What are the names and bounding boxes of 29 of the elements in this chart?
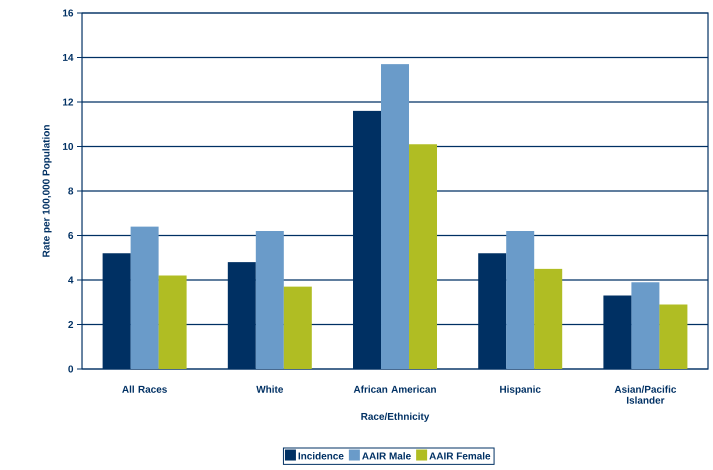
- bar: [158, 276, 187, 369]
- x-tick-label: All Races: [122, 386, 167, 393]
- y-tick-label: 8: [68, 187, 74, 195]
- bar: [256, 231, 284, 369]
- bar: [506, 231, 534, 369]
- y-tick-label: 0: [68, 365, 74, 373]
- bar: [631, 282, 660, 369]
- legend-label: Incidence: [298, 452, 344, 460]
- legend-label: AAIR Female: [429, 452, 490, 460]
- y-tick-label: 14: [63, 54, 74, 61]
- bar: [381, 64, 410, 369]
- bar: [130, 226, 159, 369]
- bar: [284, 286, 312, 369]
- bar: [659, 304, 688, 369]
- x-tick-label: Hispanic: [500, 386, 541, 395]
- x-tick-label: White: [256, 386, 284, 393]
- x-axis-title: Race/Ethnicity: [361, 412, 430, 422]
- x-tick-label: Asian/Pacific Islander: [614, 386, 676, 404]
- bar: [534, 268, 562, 369]
- y-tick-label: 4: [68, 276, 74, 284]
- y-axis-title: Rate per 100,000 Population: [42, 125, 52, 257]
- y-tick-label: 2: [68, 321, 74, 328]
- legend-label: AAIR Male: [362, 452, 411, 460]
- y-tick-label: 6: [68, 232, 74, 240]
- bar: [409, 144, 438, 369]
- x-tick-label: African American: [354, 386, 436, 393]
- y-tick-label: 16: [63, 9, 74, 17]
- y-tick-label: 12: [63, 98, 74, 106]
- y-tick-label: 10: [63, 142, 74, 150]
